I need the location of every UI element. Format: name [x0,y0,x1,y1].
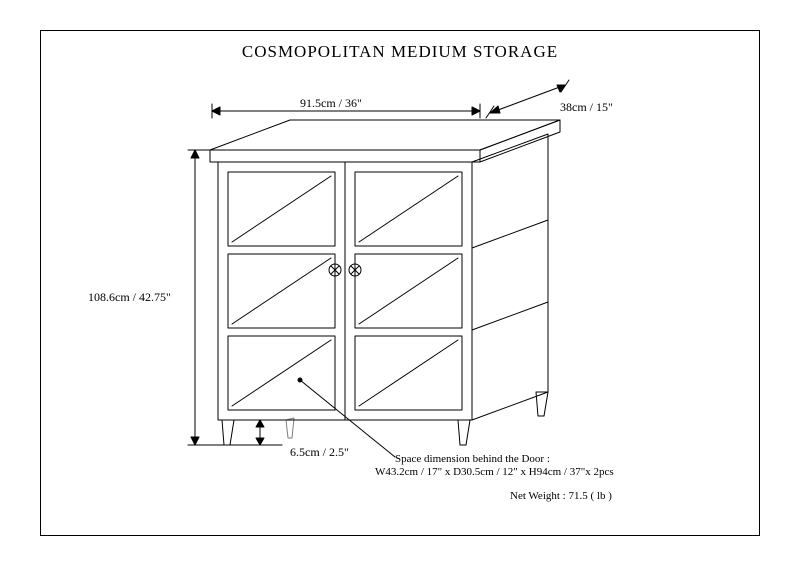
furniture-diagram [0,0,800,566]
